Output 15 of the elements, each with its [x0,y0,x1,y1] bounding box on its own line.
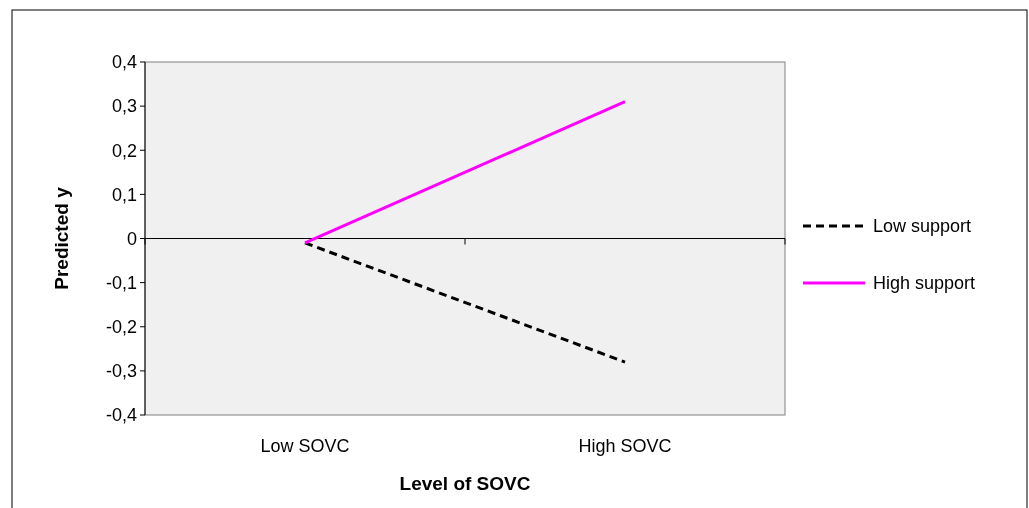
y-tick-label: 0 [126,228,137,249]
y-tick-label: 0,4 [111,52,137,73]
legend-label: Low support [873,216,972,237]
x-tick-label: Low SOVC [260,436,350,456]
y-tick-label: 0,1 [111,184,137,205]
y-tick-label: 0,3 [111,96,137,117]
y-tick-label: -0,2 [105,317,137,338]
y-tick-label: -0,3 [105,361,137,382]
legend-label: High support [873,273,976,294]
y-tick-label: -0,4 [105,405,137,426]
y-tick-label: 0,2 [111,140,137,161]
x-axis-title: Level of SOVC [399,473,531,494]
y-axis-title: Predicted y [51,186,72,290]
x-tick-label: High SOVC [578,436,672,456]
y-tick-label: -0,1 [105,272,137,293]
